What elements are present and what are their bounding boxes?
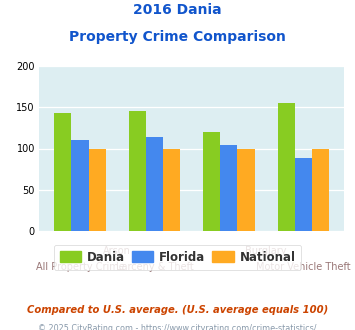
Bar [129,111,146,231]
Text: Property Crime Comparison: Property Crime Comparison [69,30,286,44]
Legend: Dania, Florida, National: Dania, Florida, National [54,245,301,270]
Text: All Property Crime: All Property Crime [36,262,124,272]
Bar [88,148,106,231]
Bar [203,132,220,231]
Bar [146,137,163,231]
Bar [278,103,295,231]
Bar [220,145,237,231]
Text: 2016 Dania: 2016 Dania [133,3,222,17]
Bar [163,148,180,231]
Text: Compared to U.S. average. (U.S. average equals 100): Compared to U.S. average. (U.S. average … [27,305,328,315]
Bar [71,140,88,231]
Text: Motor Vehicle Theft: Motor Vehicle Theft [256,262,351,272]
Text: Larceny & Theft: Larceny & Theft [116,262,193,272]
Bar [295,157,312,231]
Bar [54,113,71,231]
Bar [237,148,255,231]
Text: © 2025 CityRating.com - https://www.cityrating.com/crime-statistics/: © 2025 CityRating.com - https://www.city… [38,324,317,330]
Text: Burglary: Burglary [245,246,287,256]
Text: Arson: Arson [103,246,131,256]
Bar [312,148,329,231]
